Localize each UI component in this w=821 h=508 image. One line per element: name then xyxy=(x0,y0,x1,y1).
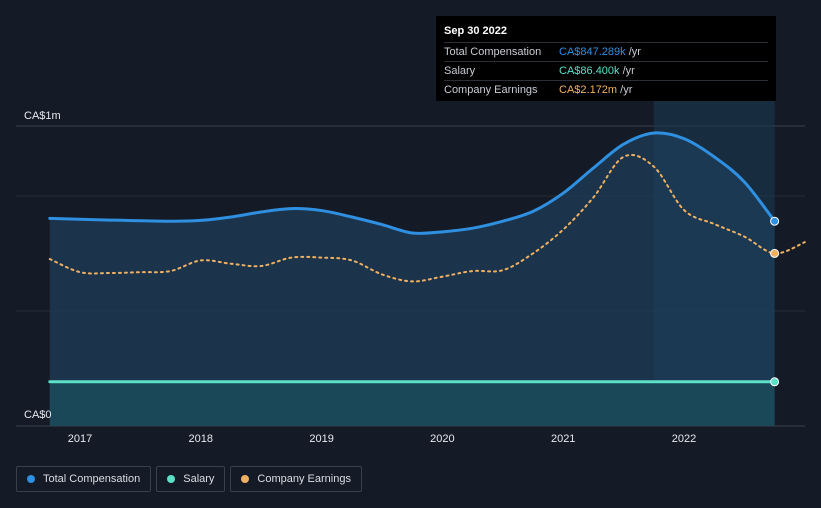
x-tick-label: 2020 xyxy=(430,433,454,445)
legend: Total Compensation Salary Company Earnin… xyxy=(16,466,367,494)
area-salary xyxy=(50,382,775,426)
x-axis-labels: 2017 2018 2019 2020 2021 2022 xyxy=(68,433,696,445)
legend-dot-icon xyxy=(27,475,35,483)
legend-item-total-compensation[interactable]: Total Compensation xyxy=(16,466,151,492)
legend-dot-icon xyxy=(167,475,175,483)
tooltip-row-earnings: Company Earnings CA$2.172m /yr xyxy=(444,81,768,99)
y-tick-label: CA$1m xyxy=(24,110,61,122)
x-tick-label: 2019 xyxy=(309,433,333,445)
x-tick-label: 2021 xyxy=(551,433,575,445)
tooltip: Sep 30 2022 Total Compensation CA$847.28… xyxy=(436,16,776,101)
tooltip-label: Company Earnings xyxy=(444,81,538,99)
legend-dot-icon xyxy=(241,475,249,483)
tooltip-date: Sep 30 2022 xyxy=(444,24,768,43)
y-tick-label: CA$0 xyxy=(24,409,52,421)
tooltip-row-total: Total Compensation CA$847.289k /yr xyxy=(444,43,768,62)
marker-company-earnings xyxy=(771,249,779,257)
x-tick-label: 2022 xyxy=(672,433,696,445)
tooltip-label: Salary xyxy=(444,62,475,80)
x-tick-label: 2017 xyxy=(68,433,92,445)
legend-item-salary[interactable]: Salary xyxy=(156,466,225,492)
tooltip-row-salary: Salary CA$86.400k /yr xyxy=(444,62,768,81)
x-tick-label: 2018 xyxy=(189,433,213,445)
legend-item-company-earnings[interactable]: Company Earnings xyxy=(230,466,362,492)
tooltip-value: CA$847.289k /yr xyxy=(559,43,641,61)
legend-label: Company Earnings xyxy=(257,473,351,485)
legend-label: Salary xyxy=(183,473,214,485)
tooltip-value: CA$86.400k /yr xyxy=(559,62,635,80)
legend-label: Total Compensation xyxy=(43,473,140,485)
marker-total-compensation xyxy=(771,217,779,225)
marker-salary xyxy=(771,378,779,386)
tooltip-value: CA$2.172m /yr xyxy=(559,81,632,99)
tooltip-label: Total Compensation xyxy=(444,43,541,61)
